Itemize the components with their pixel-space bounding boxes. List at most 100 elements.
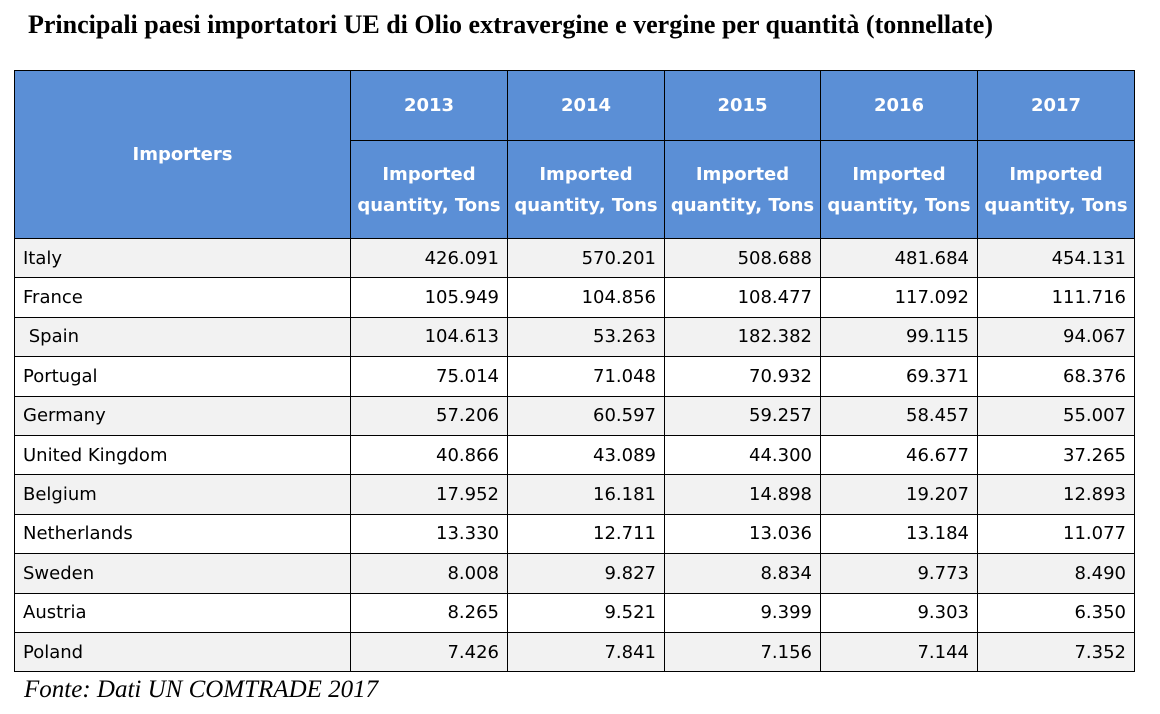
value-cell: 44.300 — [664, 434, 821, 476]
unit-header-line1: Imported — [1009, 163, 1103, 185]
unit-header: Imported quantity, Tons — [350, 140, 508, 239]
unit-header: Imported quantity, Tons — [820, 140, 978, 239]
value-cell: 481.684 — [820, 237, 978, 279]
year-header: 2017 — [977, 70, 1135, 141]
value-cell: 37.265 — [977, 434, 1135, 476]
value-cell: 570.201 — [507, 237, 665, 279]
value-cell: 426.091 — [350, 237, 508, 279]
unit-header-line2: quantity, Tons — [357, 194, 501, 216]
page-title: Principali paesi importatori UE di Olio … — [28, 10, 994, 39]
table-row: Italy 426.091 570.201 508.688 481.684 45… — [14, 237, 1135, 279]
value-cell: 104.856 — [507, 277, 665, 318]
year-header: 2013 — [350, 70, 508, 141]
value-cell: 43.089 — [507, 434, 665, 476]
country-cell: Belgium — [14, 474, 351, 515]
unit-header: Imported quantity, Tons — [664, 140, 821, 239]
value-cell: 17.952 — [350, 474, 508, 515]
table-row: Netherlands 13.330 12.711 13.036 13.184 … — [14, 513, 1135, 555]
value-cell: 94.067 — [977, 316, 1135, 358]
country-cell: France — [14, 277, 351, 318]
year-header-row: Importers 2013 2014 2015 2016 2017 — [14, 70, 1135, 239]
value-cell: 12.893 — [977, 474, 1135, 515]
country-cell: Sweden — [14, 553, 351, 594]
unit-header: Imported quantity, Tons — [507, 140, 665, 239]
value-cell: 6.350 — [977, 592, 1135, 633]
value-cell: 104.613 — [350, 316, 508, 358]
country-cell: Portugal — [14, 356, 351, 397]
value-cell: 8.834 — [664, 553, 821, 594]
unit-header-line1: Imported — [382, 163, 476, 185]
value-cell: 108.477 — [664, 277, 821, 318]
source-note: Fonte: Dati UN COMTRADE 2017 — [24, 676, 379, 703]
value-cell: 105.949 — [350, 277, 508, 318]
value-cell: 8.490 — [977, 553, 1135, 594]
country-cell: United Kingdom — [14, 434, 351, 476]
unit-header-row: Imported quantity, Tons Imported quantity,… — [15, 140, 1135, 239]
table-row: Spain 104.613 53.263 182.382 99.115 94.0… — [14, 316, 1135, 358]
unit-header-line2: quantity, Tons — [514, 194, 658, 216]
country-cell: Poland — [14, 631, 351, 673]
country-cell: Italy — [14, 237, 351, 279]
value-cell: 508.688 — [664, 237, 821, 279]
table-row: Portugal 75.014 71.048 70.932 69.371 68.… — [14, 356, 1135, 397]
value-cell: 8.008 — [350, 553, 508, 594]
country-cell: Austria — [14, 592, 351, 633]
value-cell: 12.711 — [507, 513, 665, 555]
value-cell: 9.399 — [664, 592, 821, 633]
unit-header-line2: quantity, Tons — [670, 194, 815, 216]
value-cell: 57.206 — [350, 395, 508, 436]
value-cell: 9.521 — [507, 592, 665, 633]
value-cell: 14.898 — [664, 474, 821, 515]
value-cell: 8.265 — [350, 592, 508, 633]
value-cell: 13.184 — [820, 513, 978, 555]
table-row: United Kingdom 40.866 43.089 44.300 46.6… — [14, 434, 1135, 476]
value-cell: 71.048 — [507, 356, 665, 397]
value-cell: 111.716 — [977, 277, 1135, 318]
value-cell: 19.207 — [820, 474, 978, 515]
value-cell: 75.014 — [350, 356, 508, 397]
year-header: 2015 — [664, 70, 821, 141]
value-cell: 117.092 — [820, 277, 978, 318]
value-cell: 9.827 — [507, 553, 665, 594]
table-row: Sweden 8.008 9.827 8.834 9.773 8.490 — [14, 553, 1135, 594]
value-cell: 69.371 — [820, 356, 978, 397]
table-row: Poland 7.426 7.841 7.156 7.144 7.352 — [14, 631, 1135, 673]
value-cell: 182.382 — [664, 316, 821, 358]
value-cell: 68.376 — [977, 356, 1135, 397]
value-cell: 11.077 — [977, 513, 1135, 555]
unit-header-line2: quantity, Tons — [984, 194, 1128, 216]
value-cell: 53.263 — [507, 316, 665, 358]
unit-header-line1: Imported — [852, 163, 946, 185]
value-cell: 59.257 — [664, 395, 821, 436]
value-cell: 454.131 — [977, 237, 1135, 279]
value-cell: 9.303 — [820, 592, 978, 633]
table-row: Germany 57.206 60.597 59.257 58.457 55.0… — [14, 395, 1135, 436]
value-cell: 70.932 — [664, 356, 821, 397]
country-cell: Netherlands — [14, 513, 351, 555]
unit-header-line1: Imported — [539, 163, 633, 185]
value-cell: 16.181 — [507, 474, 665, 515]
year-header: 2016 — [820, 70, 978, 141]
value-cell: 46.677 — [820, 434, 978, 476]
importers-table: Importers 2013 2014 2015 2016 2017 Impor… — [14, 70, 1135, 673]
value-cell: 13.036 — [664, 513, 821, 555]
value-cell: 55.007 — [977, 395, 1135, 436]
table-row: Austria 8.265 9.521 9.399 9.303 6.350 — [14, 592, 1135, 633]
value-cell: 40.866 — [350, 434, 508, 476]
unit-header-line1: Imported — [695, 163, 790, 185]
table-row: France 105.949 104.856 108.477 117.092 1… — [14, 277, 1135, 318]
importers-header: Importers — [14, 70, 351, 239]
value-cell: 7.841 — [507, 631, 665, 673]
unit-header: Imported quantity, Tons — [977, 140, 1135, 239]
value-cell: 7.156 — [664, 631, 821, 673]
country-cell: Germany — [14, 395, 351, 436]
year-header: 2014 — [507, 70, 665, 141]
country-cell: Spain — [14, 316, 351, 358]
unit-header-line2: quantity, Tons — [827, 194, 971, 216]
value-cell: 60.597 — [507, 395, 665, 436]
value-cell: 7.352 — [977, 631, 1135, 673]
value-cell: 7.144 — [820, 631, 978, 673]
value-cell: 7.426 — [350, 631, 508, 673]
value-cell: 13.330 — [350, 513, 508, 555]
table-row: Belgium 17.952 16.181 14.898 19.207 12.8… — [14, 474, 1135, 515]
